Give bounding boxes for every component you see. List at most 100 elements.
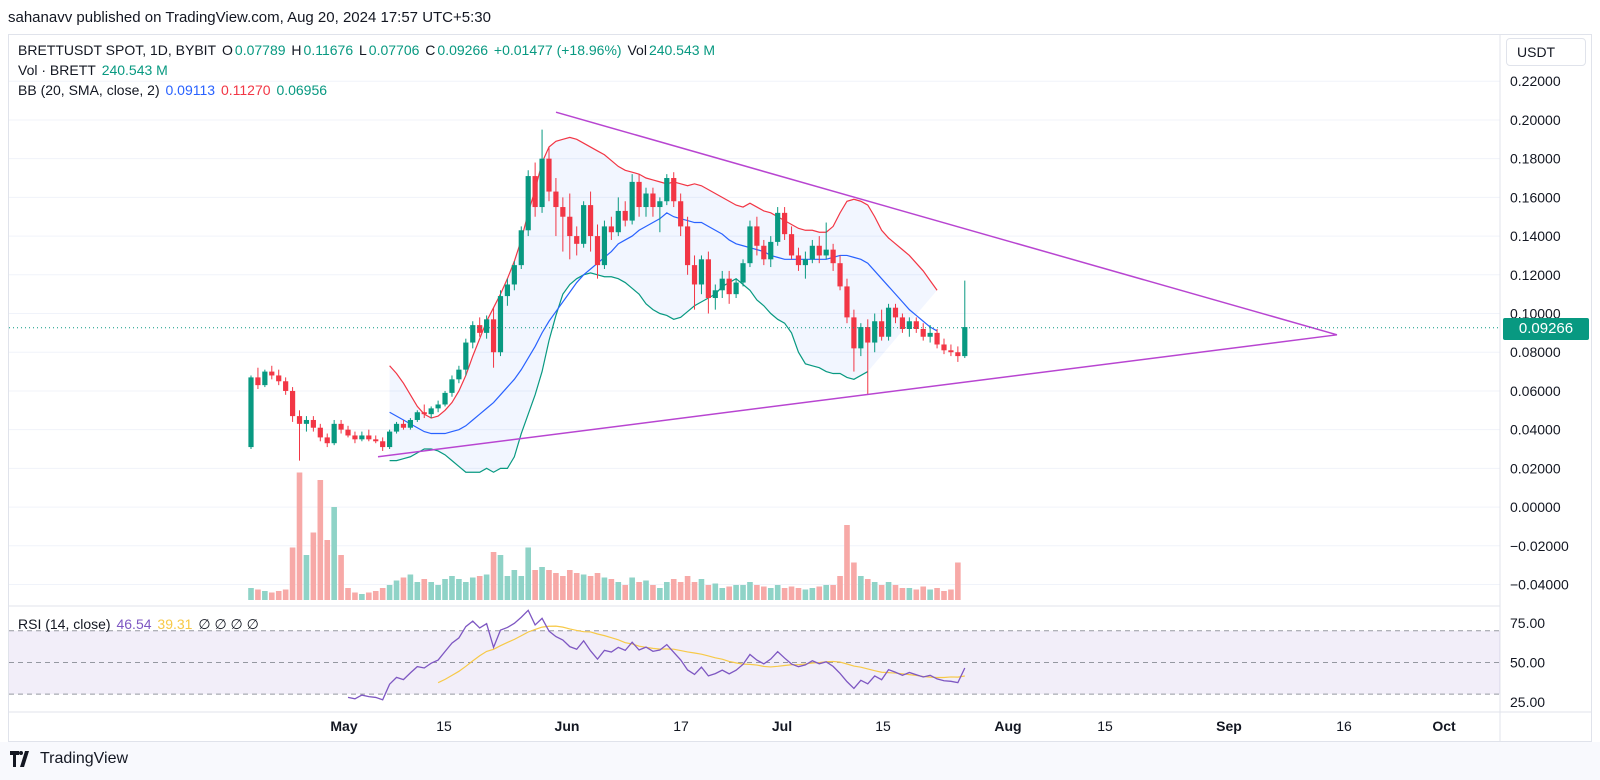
volume-bar [372,591,379,600]
change-value: +0.01477 (+18.96%) [493,42,622,58]
symbol-name[interactable]: BRETTUSDT SPOT, 1D, BYBIT [18,42,217,58]
candle-body [719,278,725,291]
volume-bar [941,591,947,600]
volume-bar [670,579,677,600]
bb-label[interactable]: BB (20, SMA, close, 2) [18,82,160,98]
symbol-legend: BRETTUSDT SPOT, 1D, BYBIT O 0.07789 H 0.11… [18,42,717,58]
candle-body [352,435,358,440]
price-axis-label: 0.00000 [1510,499,1561,515]
volume-bar [469,577,476,600]
volume-bar [684,576,691,600]
time-axis-label: 15 [875,718,891,734]
volume-bar [580,574,587,600]
candle-body [587,205,594,237]
time-axis-label: Aug [994,718,1021,734]
bb-lower-value: 0.06956 [276,82,328,98]
candle-body [331,423,337,444]
time-axis-label: Sep [1216,718,1242,734]
volume-bar [359,594,365,600]
rsi-label[interactable]: RSI (14, close) [18,616,111,632]
candle-body [788,234,795,256]
volume-bar [421,579,428,600]
candle-body [567,216,573,237]
volume-bar [442,579,448,600]
candle-body [740,263,746,283]
candle-body [400,423,407,428]
low-label: L [359,42,367,58]
volume-bar [802,589,809,600]
price-axis-label: 0.02000 [1510,460,1561,476]
candle-body [262,371,268,386]
tradingview-brand-text: TradingView [40,750,129,767]
volume-bar [636,582,642,600]
candle-body [643,193,649,208]
candle-body [865,327,871,343]
volume-bar [830,585,836,600]
volume-bar [414,582,421,600]
candle-body [553,191,559,208]
volume-bar [379,588,386,600]
volume-bar [449,576,455,600]
bollinger-upper-line [389,136,938,419]
volume-bar [664,582,670,600]
volume-bar [657,588,663,600]
candle-body [407,419,413,428]
volume-bar [906,588,913,600]
volume-bar [934,588,940,600]
chart-frame[interactable] [8,34,1592,742]
candle-body [296,416,303,424]
volume-bar [643,580,649,600]
footer: TradingView [0,742,1600,780]
volume-bar [885,582,892,600]
rsi-value: 46.54 [116,616,152,632]
volume-bar [345,588,351,600]
candle-body [324,437,330,444]
bollinger-band-fill [389,137,938,473]
volume-bar [747,582,753,600]
volume-bar [719,588,726,600]
candle-body [283,381,289,391]
price-chart-svg[interactable]: 0.22000 0.20000 0.18000 0.16000 0.14000 0.120… [0,0,1600,742]
volume-bar [525,547,531,600]
price-axis-label: 0.18000 [1510,151,1561,167]
open-label: O [222,42,233,58]
volume-row-value: 240.543 M [101,62,168,78]
volume-bar [324,540,331,600]
candle-body [338,423,344,430]
volume-bar [435,585,441,600]
volume-bar [816,586,823,600]
candle-body [927,332,933,337]
volume-bar [400,577,407,600]
volume-bar [615,582,622,600]
price-axis-label: 0.04000 [1510,422,1561,438]
candle-body [775,212,781,242]
candle-body [851,317,857,349]
time-axis-label: 15 [436,718,452,734]
candle-body [747,226,753,264]
volume-bar [310,532,317,600]
candle-body [684,226,691,266]
candle-body [657,201,663,208]
close-value: 0.09266 [437,42,489,58]
currency-button[interactable]: USDT [1506,38,1586,66]
tradingview-logo[interactable]: TradingView [10,750,128,768]
candle-body [525,176,531,231]
candle-body [879,321,885,337]
candle-body [504,284,511,297]
candle-body [470,325,476,343]
volume-bar [594,573,601,600]
volume-bar [795,588,802,600]
candle-body [359,435,365,440]
volume-bar [677,582,684,600]
bollinger-legend: BB (20, SMA, close, 2) 0.09113 0.11270 0… [18,82,329,98]
candle-body [761,245,767,260]
volume-bar [871,582,878,600]
volume-row-label[interactable]: Vol · BRETT [18,62,96,78]
candle-body [802,259,808,266]
rsi-axis-label: 25.00 [1510,694,1545,710]
candle-body [955,352,961,357]
candle-body [948,350,954,353]
volume-bar [275,591,282,600]
rsi-ma-line [437,625,965,684]
tradingview-logo-icon [10,751,29,767]
